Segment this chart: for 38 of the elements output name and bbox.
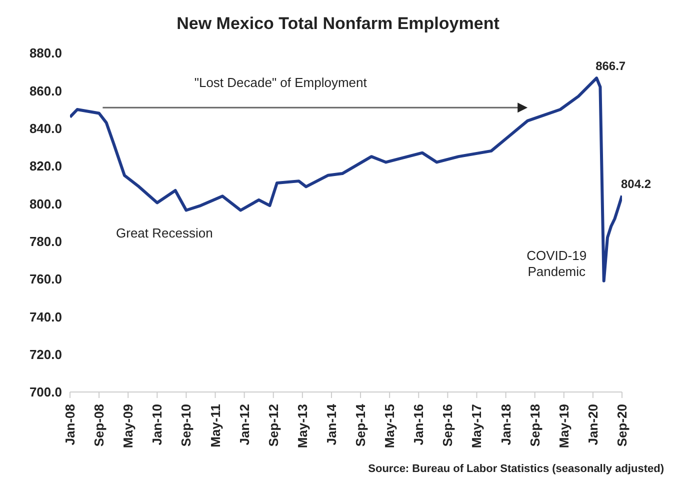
y-tick-label: 880.0 — [29, 46, 62, 61]
y-tick-label: 820.0 — [29, 158, 62, 174]
x-tick-label: May-09 — [120, 404, 136, 448]
line-series — [70, 76, 622, 282]
annotation: "Lost Decade" of Employment — [194, 74, 368, 90]
source-note: Source: Bureau of Labor Statistics (seasonally adjusted) — [368, 463, 664, 475]
annotation: COVID-19 Pandemic — [526, 248, 587, 280]
y-tick-label: 860.0 — [29, 83, 62, 98]
x-tick-label: Sep-08 — [92, 404, 107, 447]
x-tick-label: Sep-20 — [614, 404, 630, 447]
y-tick-label: 720.0 — [29, 346, 62, 362]
x-tick-label: Jan-10 — [150, 404, 165, 446]
data-label: 866.7 — [596, 59, 626, 74]
x-tick-label: Sep-18 — [527, 404, 542, 447]
data-label: 804.2 — [620, 176, 652, 191]
x-tick-label: May-19 — [556, 404, 572, 448]
annotation: Great Recession — [116, 226, 213, 241]
chart-title: New Mexico Total Nonfarm Employment — [176, 14, 500, 34]
y-tick-label: 840.0 — [29, 120, 62, 136]
x-tick-label: May-13 — [294, 404, 310, 448]
x-tick-label: May-11 — [208, 404, 223, 448]
x-tick-label: Sep-12 — [266, 404, 281, 447]
x-tick-label: May-17 — [469, 404, 484, 448]
y-tick-label: 740.0 — [29, 309, 62, 324]
y-tick-label: 800.0 — [29, 196, 62, 212]
y-tick-label: 700.0 — [29, 384, 62, 400]
x-tick-label: May-15 — [382, 404, 398, 448]
x-tick-label: Sep-10 — [178, 404, 194, 447]
y-tick-label: 780.0 — [29, 234, 62, 249]
x-tick-label: Sep-14 — [353, 403, 368, 447]
y-tick-label: 760.0 — [29, 272, 62, 287]
x-tick-label: Sep-16 — [440, 404, 456, 447]
x-tick-label: Jan-12 — [236, 404, 252, 446]
x-tick-label: Jan-16 — [411, 404, 426, 446]
x-tick-label: Jan-18 — [498, 404, 514, 446]
x-tick-label: Jan-14 — [324, 403, 339, 446]
x-tick-label: Jan-20 — [585, 404, 600, 446]
x-tick-label: Jan-08 — [62, 404, 78, 446]
